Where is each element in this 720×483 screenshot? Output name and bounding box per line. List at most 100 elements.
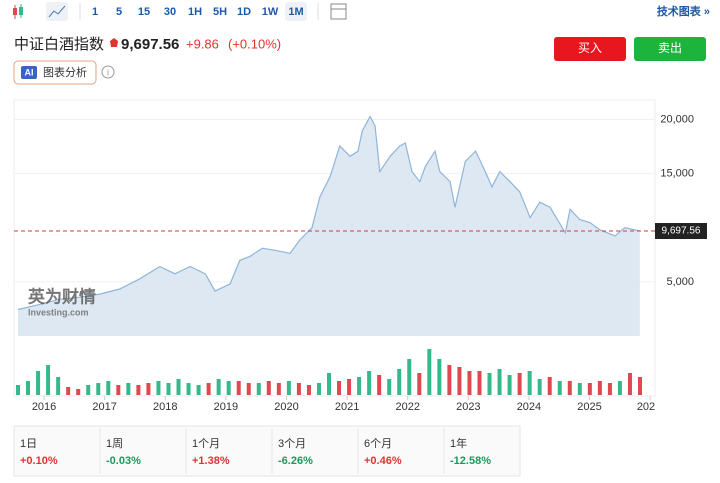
volume-bar	[327, 373, 331, 395]
watermark-en: Investing.com	[28, 307, 89, 317]
volume-bar	[447, 365, 452, 395]
period-button[interactable]: 1H	[188, 6, 202, 18]
volume-bar	[337, 381, 342, 395]
change: +9.86	[186, 36, 219, 51]
period-change: -6.26%	[278, 455, 313, 467]
volume-bar	[296, 383, 301, 395]
area-icon-line	[48, 5, 66, 18]
volume-bar	[166, 383, 171, 395]
volume-bar	[557, 381, 562, 395]
period-button[interactable]: 1M	[288, 6, 303, 18]
x-tick-label: 2023	[456, 401, 480, 413]
period-label: 6个月	[364, 437, 392, 450]
volume-bar	[276, 383, 281, 395]
volume-bar	[547, 377, 552, 395]
candle-icon[interactable]	[13, 4, 23, 19]
volume-bar	[186, 383, 191, 395]
volume-bar	[176, 379, 181, 395]
period-change: +0.10%	[20, 455, 58, 467]
volume-bar	[196, 385, 201, 395]
volume-bar	[607, 383, 612, 395]
volume-bar	[617, 381, 622, 395]
period-label: 1周	[106, 437, 123, 450]
x-tick-label: 2025	[577, 401, 601, 413]
x-tick-label: 2021	[335, 401, 359, 413]
period-button[interactable]: 5H	[213, 6, 227, 18]
volume-bar	[417, 373, 422, 395]
down-up-icon	[110, 38, 118, 47]
period-button[interactable]: 15	[138, 6, 150, 18]
info-icon[interactable]	[101, 65, 115, 79]
volume-bar	[467, 371, 472, 395]
x-tick-label: 2018	[153, 401, 177, 413]
volume-bar	[507, 375, 512, 395]
period-button[interactable]: 1W	[262, 6, 279, 18]
volume-bar	[266, 381, 271, 395]
volume-bar	[16, 385, 20, 395]
performance-table	[13, 425, 521, 477]
volume-bar	[256, 383, 261, 395]
period-button[interactable]: 1D	[237, 6, 251, 18]
volume-bar	[397, 369, 402, 395]
volume-bar	[437, 359, 442, 395]
area-icon[interactable]	[46, 2, 68, 21]
period-label: 1日	[20, 438, 37, 450]
ai-label: 图表分析	[43, 65, 87, 79]
last-price-label: 9,697.56	[662, 226, 701, 237]
x-tick-label: 2019	[214, 401, 238, 413]
period-change: -0.03%	[106, 455, 141, 467]
volume-bar	[246, 383, 251, 395]
volume-bar	[567, 381, 572, 395]
volume-bar	[537, 379, 542, 395]
change-pct: (+0.10%)	[228, 36, 281, 51]
volume-bar	[427, 349, 432, 395]
period-button[interactable]: 30	[164, 6, 176, 18]
volume-bar	[136, 385, 141, 395]
period-change: -12.58%	[450, 455, 491, 467]
volume-bar	[357, 377, 362, 395]
period-button[interactable]: 1	[92, 6, 98, 18]
volume-bar	[286, 381, 291, 395]
x-tick-label: 202	[637, 401, 655, 413]
volume-bar	[86, 385, 91, 395]
volume-bar	[66, 387, 71, 395]
volume-bar	[377, 375, 382, 395]
volume-bar	[638, 377, 642, 395]
volume-bar	[577, 383, 582, 395]
period-label: 1个月	[192, 437, 220, 450]
info-text: i	[107, 67, 109, 77]
sell-button[interactable]	[634, 37, 706, 61]
volume-bar	[116, 385, 121, 395]
volume-bar	[76, 389, 81, 395]
buy-button[interactable]	[554, 37, 626, 61]
x-tick-label: 2016	[32, 401, 56, 413]
volume-bar	[387, 379, 392, 395]
ai-badge: AI	[25, 67, 34, 77]
volume-bar	[347, 379, 352, 395]
last-price-box	[655, 223, 707, 240]
volume-bar	[527, 371, 532, 395]
sell-text: 卖出	[658, 41, 682, 55]
volume-bar	[316, 383, 321, 395]
y-tick-label: 5,000	[666, 276, 694, 288]
volume-bar	[46, 365, 51, 395]
volume-bar	[36, 371, 41, 395]
x-tick-label: 2022	[395, 401, 419, 413]
volume-bar	[156, 381, 161, 395]
volume-bar	[497, 369, 502, 395]
volume-bar	[96, 383, 101, 395]
tech-chart-link[interactable]: 技术图表 »	[657, 4, 710, 18]
volume-bar	[597, 381, 602, 395]
x-tick-label: 2020	[274, 401, 298, 413]
period-label: 3个月	[278, 437, 306, 450]
period-button[interactable]: 5	[116, 6, 122, 18]
buy-text: 买入	[578, 41, 602, 55]
volume-bar	[457, 367, 462, 395]
indicator-icon[interactable]	[330, 3, 347, 20]
volume-bar	[146, 383, 151, 395]
price: 9,697.56	[121, 36, 179, 53]
area-fill	[18, 116, 640, 336]
volume-bar	[477, 371, 482, 395]
volume-bar	[487, 373, 492, 395]
volume-bar	[26, 381, 31, 395]
